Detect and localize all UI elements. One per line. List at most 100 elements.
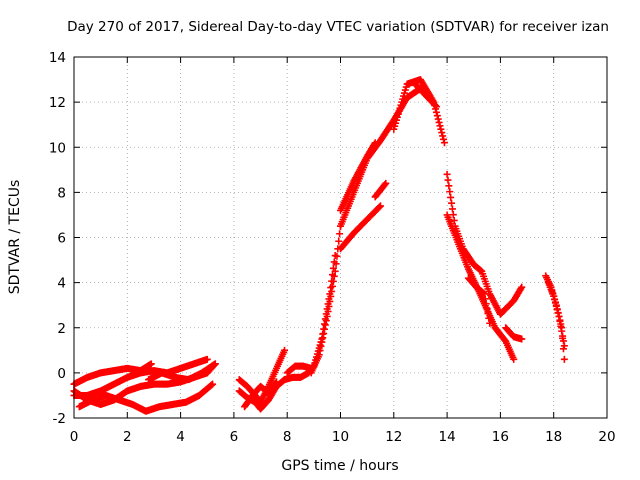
data-point	[480, 290, 488, 298]
data-point	[329, 264, 337, 272]
y-tick-label: 12	[49, 95, 66, 111]
data-point	[273, 378, 281, 386]
data-point	[559, 332, 567, 340]
data-point	[322, 310, 330, 318]
data-point	[445, 182, 453, 190]
data-point	[326, 290, 334, 298]
data-point	[560, 342, 568, 350]
data-point	[554, 309, 562, 317]
series-arc-h	[241, 378, 281, 411]
x-tick-label: 0	[70, 429, 79, 445]
data-point	[448, 199, 456, 207]
data-point	[440, 139, 448, 147]
data-points	[70, 76, 568, 415]
x-tick-label: 12	[385, 429, 402, 445]
data-point	[446, 188, 454, 196]
data-point	[551, 296, 559, 304]
data-point	[335, 237, 343, 245]
x-tick-label: 16	[492, 429, 509, 445]
series-arc-u	[464, 274, 494, 327]
data-point	[321, 321, 329, 329]
data-point	[434, 115, 442, 123]
data-point	[482, 300, 490, 308]
data-point	[371, 139, 379, 147]
data-point	[281, 346, 289, 354]
data-point	[376, 202, 384, 210]
data-point	[443, 170, 451, 178]
y-tick-label: 14	[49, 50, 66, 66]
data-point	[551, 299, 559, 307]
data-point	[321, 320, 329, 328]
data-point	[440, 135, 448, 143]
data-point	[376, 203, 384, 211]
x-tick-label: 10	[332, 429, 349, 445]
data-point	[323, 305, 331, 313]
data-point	[370, 140, 378, 148]
data-point	[437, 125, 445, 133]
series-arc-r	[411, 80, 440, 111]
series-arc-m	[337, 85, 432, 230]
series-arc-o	[337, 202, 384, 253]
data-point	[329, 271, 337, 279]
series-arc-t	[443, 211, 518, 363]
data-point	[485, 314, 493, 322]
y-tick-label: 4	[57, 276, 66, 292]
series-arc-l	[310, 252, 339, 370]
data-point	[321, 315, 329, 323]
y-tick-label: 0	[57, 366, 66, 382]
data-point	[559, 337, 567, 345]
data-point	[552, 302, 560, 310]
y-tick-label: 2	[57, 321, 66, 337]
x-axis-label: GPS time / hours	[281, 458, 398, 474]
x-tick-label: 4	[176, 429, 185, 445]
data-point	[510, 355, 518, 363]
y-axis-label: SDTVAR / TECUs	[7, 180, 23, 295]
data-point	[450, 216, 458, 224]
data-point	[327, 284, 335, 292]
data-point	[560, 355, 568, 363]
series-arc-b	[70, 355, 211, 399]
data-point	[449, 211, 457, 219]
series-arc-n	[337, 139, 379, 214]
series-arc-s	[443, 170, 526, 318]
data-point	[438, 129, 446, 137]
data-point	[328, 277, 336, 285]
data-point	[484, 309, 492, 317]
data-point	[331, 252, 339, 260]
data-point	[483, 305, 491, 313]
data-point	[481, 295, 489, 303]
data-point	[444, 176, 452, 184]
data-point	[320, 325, 328, 333]
data-point	[209, 380, 217, 388]
series-arc-x	[544, 279, 568, 350]
data-point	[272, 379, 280, 387]
x-tick-label: 14	[439, 429, 456, 445]
data-point	[436, 122, 444, 130]
data-point	[550, 292, 558, 300]
data-point	[557, 322, 565, 330]
chart-title: Day 270 of 2017, Sidereal Day-to-day VTE…	[67, 19, 609, 35]
data-point	[336, 230, 344, 238]
x-tick-label: 20	[598, 429, 615, 445]
y-tick-label: 6	[57, 231, 66, 247]
data-point	[382, 179, 390, 187]
y-tick-label: -2	[53, 411, 66, 427]
data-point	[556, 317, 564, 325]
data-point	[518, 335, 526, 343]
series-arc-p	[371, 179, 390, 201]
data-point	[433, 112, 441, 120]
data-point	[330, 258, 338, 266]
x-tick-label: 8	[283, 429, 292, 445]
series-arc-v	[502, 324, 526, 343]
data-point	[558, 327, 566, 335]
data-point	[325, 295, 333, 303]
data-point	[147, 360, 155, 368]
data-point	[555, 312, 563, 320]
data-point	[439, 132, 447, 140]
data-point	[447, 193, 455, 201]
x-tick-label: 2	[123, 429, 132, 445]
data-point	[324, 300, 332, 308]
data-point	[318, 335, 326, 343]
series-arc-g	[235, 376, 289, 413]
